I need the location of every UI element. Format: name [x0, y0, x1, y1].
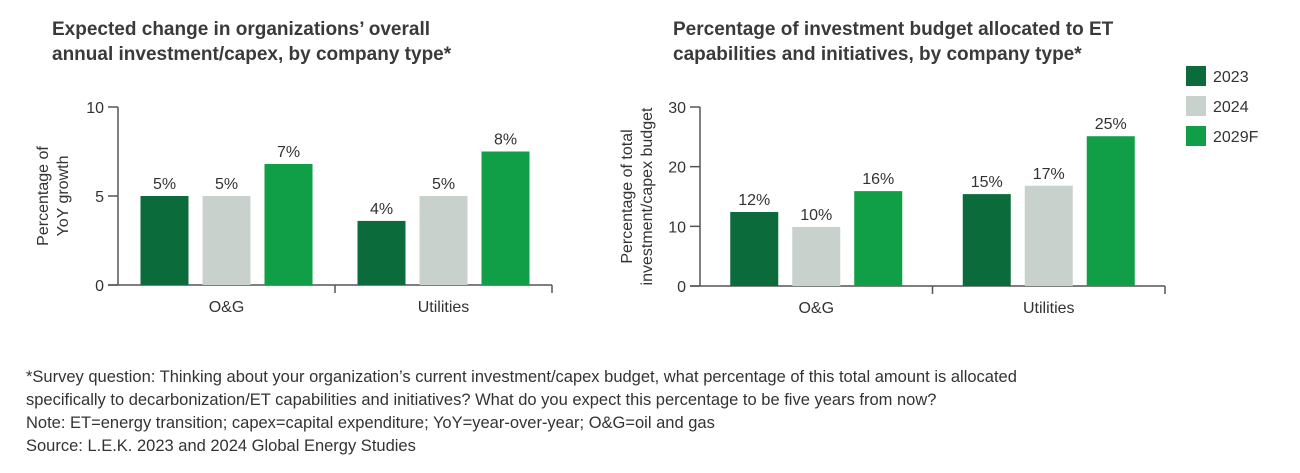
y-tick-label: 10: [86, 100, 104, 117]
x-tick-label: Utilities: [418, 299, 470, 316]
footnote: specifically to decarbonization/ET capab…: [26, 391, 936, 409]
chart-title: Expected change in organizations’ overal…: [52, 19, 430, 40]
y-axis-label: Percentage of: [35, 146, 52, 246]
value-label: 8%: [494, 132, 517, 149]
footnote: *Survey question: Thinking about your or…: [26, 368, 1017, 386]
value-label: 5%: [215, 176, 238, 193]
value-label: 17%: [1033, 166, 1065, 183]
value-label: 7%: [277, 144, 300, 161]
bar: [1086, 136, 1135, 286]
bar: [481, 151, 530, 285]
y-tick-label: 5: [95, 189, 104, 206]
bar: [264, 163, 313, 285]
value-label: 16%: [862, 171, 894, 188]
value-label: 25%: [1095, 116, 1127, 133]
legend-swatch: [1186, 66, 1206, 86]
bar: [140, 196, 189, 285]
x-tick-label: Utilities: [1023, 300, 1075, 317]
legend-swatch: [1186, 96, 1206, 116]
footnote: Source: L.E.K. 2023 and 2024 Global Ener…: [26, 437, 416, 455]
value-label: 12%: [738, 192, 770, 209]
value-label: 15%: [971, 174, 1003, 191]
y-axis-label: Percentage of total: [619, 129, 636, 263]
x-tick-label: O&G: [798, 300, 834, 317]
bar: [202, 196, 251, 285]
bar: [962, 194, 1011, 286]
y-tick-label: 0: [95, 278, 104, 295]
bar: [357, 220, 406, 285]
y-tick-label: 20: [668, 160, 686, 177]
y-tick-label: 10: [668, 219, 686, 236]
x-tick-label: O&G: [209, 299, 245, 316]
value-label: 4%: [370, 201, 393, 218]
y-tick-label: 0: [677, 279, 686, 296]
value-label: 5%: [153, 176, 176, 193]
bar: [419, 196, 468, 285]
bar: [730, 212, 779, 286]
legend-swatch: [1186, 126, 1206, 146]
chart-title: Percentage of investment budget allocate…: [673, 19, 1114, 40]
value-label: 5%: [432, 176, 455, 193]
legend-label: 2023: [1213, 69, 1249, 86]
bar: [1024, 185, 1073, 286]
legend-label: 2029F: [1213, 129, 1259, 146]
value-label: 10%: [800, 207, 832, 224]
y-axis-label: investment/capex budget: [639, 107, 656, 285]
y-axis-label: YoY growth: [55, 156, 72, 237]
chart-title: capabilities and initiatives, by company…: [673, 44, 1082, 65]
bar: [792, 226, 841, 286]
footnote: Note: ET=energy transition; capex=capita…: [26, 414, 715, 432]
legend-label: 2024: [1213, 99, 1249, 116]
bar: [854, 191, 903, 286]
y-tick-label: 30: [668, 100, 686, 117]
chart-title: annual investment/capex, by company type…: [52, 44, 452, 65]
